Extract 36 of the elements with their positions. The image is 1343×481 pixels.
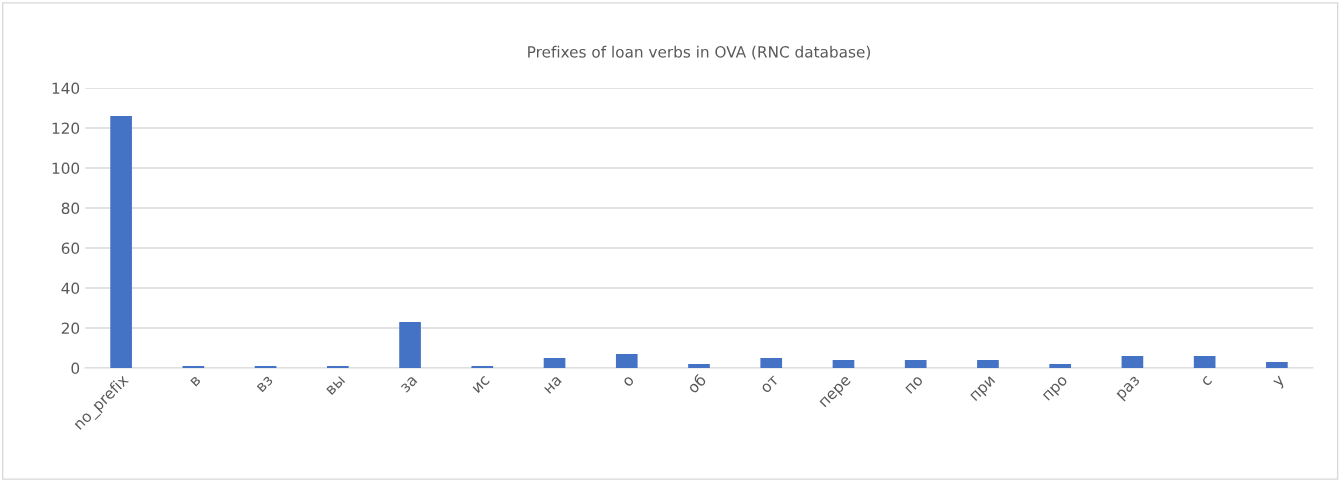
bar	[977, 360, 999, 368]
y-tick-label: 100	[52, 162, 80, 175]
bar	[110, 116, 132, 368]
bar	[832, 360, 855, 368]
x-tick-label: от	[761, 375, 780, 394]
y-tick-label: 40	[61, 282, 80, 295]
bar	[1266, 362, 1288, 368]
bar	[615, 354, 638, 368]
x-tick-label: вз	[256, 375, 274, 393]
x-tick-label: об	[686, 373, 707, 394]
bar	[543, 358, 566, 368]
x-tick-label: при	[970, 376, 998, 404]
x-tick-label: ис	[472, 375, 490, 394]
y-tick-label: 20	[61, 322, 80, 335]
y-tick-label: 120	[52, 122, 80, 135]
x-tick-label: про	[1042, 375, 1071, 403]
chart-title: Prefixes of loan verbs in OVA (RNC database)	[528, 45, 871, 60]
bar	[760, 358, 783, 368]
x-tick-label: с	[1201, 375, 1213, 387]
x-tick-label: вы	[326, 375, 346, 395]
bar	[904, 360, 927, 368]
y-tick-label: 140	[52, 82, 80, 95]
bar	[1121, 356, 1144, 368]
bar	[1049, 364, 1072, 368]
x-tick-label: за	[400, 375, 418, 393]
y-tick-label: 0	[71, 362, 80, 375]
y-tick-label: 80	[61, 202, 80, 215]
bar	[399, 322, 421, 368]
bar	[688, 364, 710, 368]
x-tick-label: в	[190, 375, 201, 387]
x-tick-label: на	[543, 376, 562, 394]
x-tick-label: о	[622, 375, 635, 388]
y-tick-label: 60	[61, 242, 80, 255]
bar	[1193, 356, 1216, 368]
x-tick-label: по	[905, 375, 924, 394]
x-tick-label: у	[1273, 375, 1288, 390]
